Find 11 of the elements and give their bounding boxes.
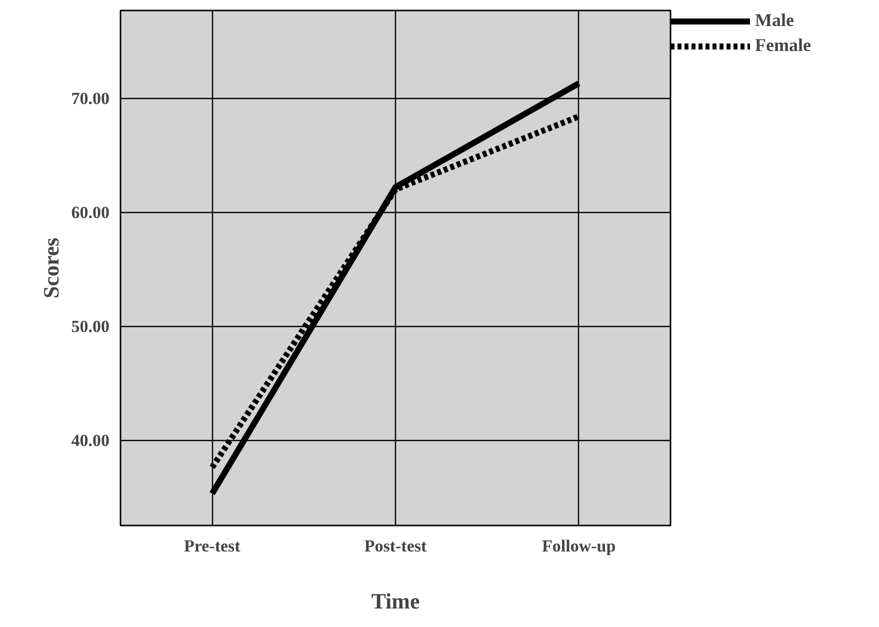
x-tick-label: Post-test <box>364 536 427 556</box>
x-tick-label: Follow-up <box>542 536 616 556</box>
y-tick-label: 60.00 <box>71 203 110 222</box>
legend-label: Female <box>755 35 811 56</box>
legend-label: Male <box>755 10 794 31</box>
y-tick-label: 40.00 <box>71 431 110 450</box>
y-tick-label: 70.00 <box>71 89 110 108</box>
x-axis-title: Time <box>371 588 420 614</box>
x-tick-label: Pre-test <box>184 536 241 556</box>
y-tick-label: 50.00 <box>71 317 110 336</box>
y-axis-title: Scores <box>38 237 64 298</box>
